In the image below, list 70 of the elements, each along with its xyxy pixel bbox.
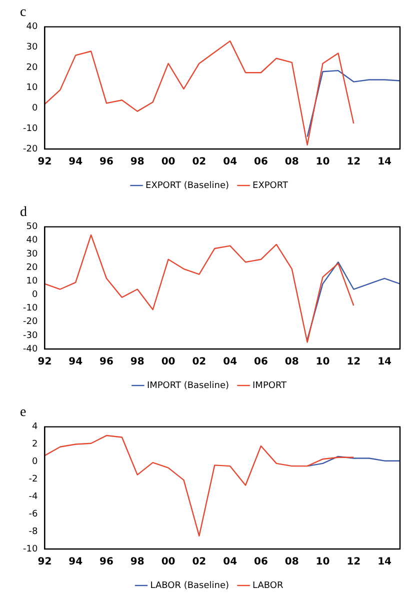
y-tick-label: 0 xyxy=(32,104,38,114)
y-tick-label: -40 xyxy=(22,344,38,354)
y-tick-label: 10 xyxy=(26,276,38,286)
y-tick-label: 30 xyxy=(26,249,38,260)
legend-label: EXPORT (Baseline) xyxy=(146,180,230,191)
legend-label: IMPORT xyxy=(252,380,288,391)
x-tick-label: 96 xyxy=(100,556,114,568)
y-tick-label: 20 xyxy=(26,262,38,273)
y-tick-label: 40 xyxy=(26,22,38,32)
y-tick-label: 20 xyxy=(26,62,38,73)
y-tick-label: -10 xyxy=(22,124,38,134)
x-tick-label: 12 xyxy=(346,556,361,568)
y-tick-label: -10 xyxy=(22,544,38,554)
x-tick-label: 00 xyxy=(161,156,176,168)
x-tick-label: 12 xyxy=(346,356,361,368)
x-tick-label: 14 xyxy=(378,156,392,168)
y-tick-label: -20 xyxy=(22,317,38,328)
x-tick-label: 02 xyxy=(192,356,206,368)
x-tick-label: 08 xyxy=(284,356,299,368)
x-tick-label: 00 xyxy=(161,356,176,368)
x-tick-label: 04 xyxy=(223,356,238,368)
y-tick-label: -20 xyxy=(22,144,38,154)
x-tick-label: 06 xyxy=(254,356,268,368)
x-tick-label: 04 xyxy=(223,156,238,168)
x-tick-label: 92 xyxy=(38,356,52,368)
x-tick-label: 10 xyxy=(316,156,330,168)
y-tick-label: 2 xyxy=(32,440,38,450)
chart-title: d xyxy=(20,205,27,220)
x-tick-label: 96 xyxy=(100,156,114,168)
x-tick-label: 12 xyxy=(346,156,361,168)
x-tick-label: 96 xyxy=(100,356,114,368)
y-tick-label: 50 xyxy=(26,222,38,232)
y-tick-label: -8 xyxy=(28,526,38,537)
y-tick-label: 10 xyxy=(26,83,38,94)
y-tick-label: 40 xyxy=(26,236,38,246)
x-tick-label: 94 xyxy=(68,356,83,368)
x-tick-label: 04 xyxy=(223,556,238,568)
legend-label: IMPORT (Baseline) xyxy=(146,380,230,391)
x-tick-label: 06 xyxy=(254,556,268,568)
y-tick-label: -10 xyxy=(22,304,38,314)
y-tick-label: 30 xyxy=(26,42,38,53)
x-tick-label: 94 xyxy=(68,156,83,168)
x-tick-label: 02 xyxy=(192,556,206,568)
x-tick-label: 08 xyxy=(284,556,299,568)
legend-label: LABOR (Baseline) xyxy=(150,580,230,591)
x-tick-label: 10 xyxy=(316,556,330,568)
x-tick-label: 08 xyxy=(284,156,299,168)
x-tick-label: 98 xyxy=(130,356,144,368)
x-tick-label: 14 xyxy=(378,356,392,368)
x-tick-label: 94 xyxy=(68,556,83,568)
y-tick-label: -30 xyxy=(22,330,38,341)
x-tick-label: 10 xyxy=(316,356,330,368)
legend-label: LABOR xyxy=(252,580,284,591)
y-tick-label: -6 xyxy=(28,509,38,520)
x-tick-label: 92 xyxy=(38,556,52,568)
y-tick-label: 0 xyxy=(32,457,38,468)
y-tick-label: 0 xyxy=(32,290,38,300)
x-tick-label: 98 xyxy=(130,156,144,168)
chart-title: c xyxy=(20,5,26,20)
y-tick-label: -2 xyxy=(28,474,38,485)
x-tick-label: 14 xyxy=(378,556,392,568)
x-tick-label: 06 xyxy=(254,156,268,168)
x-tick-label: 92 xyxy=(38,156,52,168)
y-tick-label: -4 xyxy=(28,492,38,502)
legend-label: EXPORT xyxy=(252,180,288,191)
x-tick-label: 02 xyxy=(192,156,206,168)
x-tick-label: 00 xyxy=(161,556,176,568)
y-tick-label: 4 xyxy=(32,422,38,432)
x-tick-label: 98 xyxy=(130,556,144,568)
chart-title: e xyxy=(20,405,26,420)
